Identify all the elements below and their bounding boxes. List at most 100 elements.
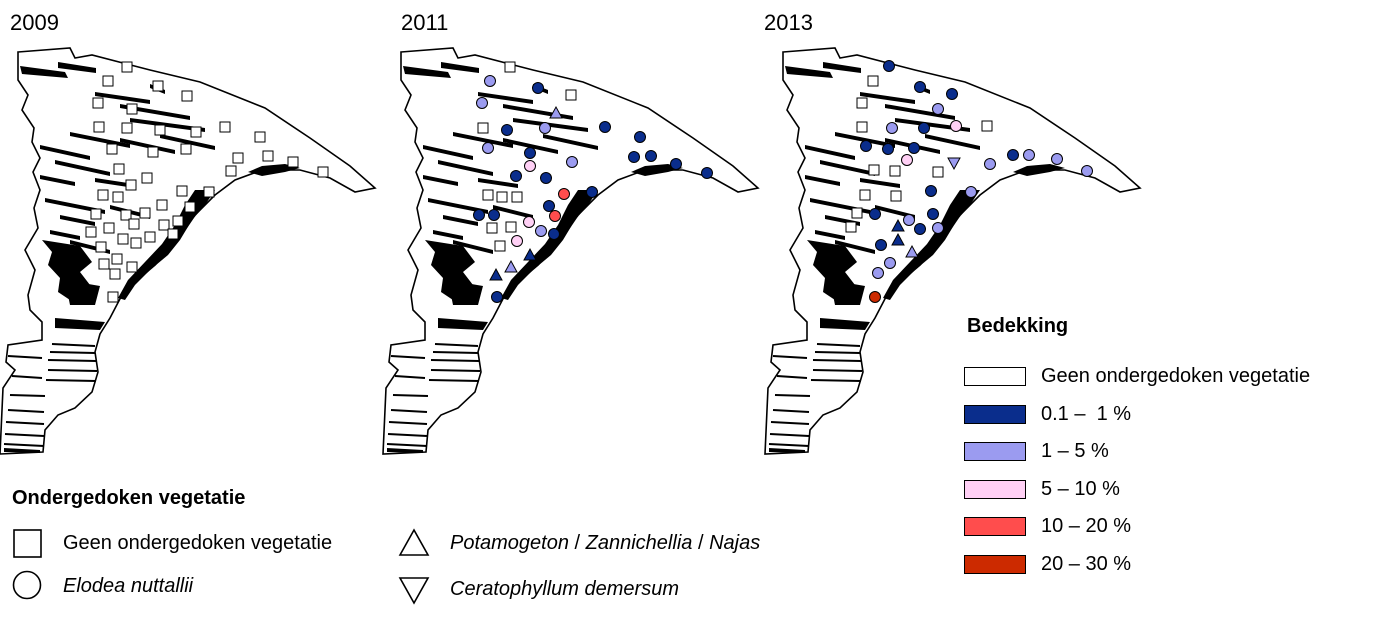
sampling-point: [950, 120, 962, 132]
sampling-point: [856, 121, 868, 133]
sampling-point: [95, 241, 107, 253]
sampling-point: [523, 247, 537, 261]
sampling-point: [670, 158, 682, 170]
cover-label: 20 – 30 %: [1041, 552, 1132, 575]
sampling-point: [524, 160, 536, 172]
sampling-point: [868, 164, 880, 176]
sampling-point: [107, 291, 119, 303]
legend-ceratophyllum-label: Ceratophyllum demersum: [450, 578, 679, 600]
sampling-point: [628, 151, 640, 163]
sampling-point: [225, 165, 237, 177]
cover-label: 10 – 20 %: [1041, 515, 1132, 537]
sampling-point: [932, 103, 944, 115]
sampling-point: [869, 291, 881, 303]
sampling-point: [152, 80, 164, 92]
sampling-point: [120, 209, 132, 221]
sampling-point: [90, 208, 102, 220]
sampling-point: [172, 215, 184, 227]
triangle-down-icon: [398, 577, 430, 605]
sampling-point: [549, 210, 561, 222]
cover-legend-title: Bedekking: [967, 315, 1069, 337]
square-icon: [13, 529, 42, 558]
circle-icon: [12, 570, 42, 600]
sampling-point: [634, 131, 646, 143]
sampling-point: [102, 75, 114, 87]
sampling-point: [890, 190, 902, 202]
sampling-point: [891, 232, 905, 246]
sampling-point: [1051, 153, 1063, 165]
cover-swatch: [964, 367, 1026, 386]
sampling-point: [262, 150, 274, 162]
cover-swatch: [964, 479, 1026, 499]
sampling-point: [558, 188, 570, 200]
sampling-point: [875, 239, 887, 251]
sampling-point: [539, 122, 551, 134]
sampling-point: [125, 179, 137, 191]
sampling-point: [965, 186, 977, 198]
sampling-point: [511, 191, 523, 203]
sampling-point: [946, 88, 958, 100]
cover-legend-row: Geen ondergedoken vegetatie: [964, 365, 1310, 388]
sampling-point: [141, 172, 153, 184]
sampling-point: [932, 166, 944, 178]
sampling-point: [85, 226, 97, 238]
sampling-point: [535, 225, 547, 237]
sampling-point: [176, 185, 188, 197]
sampling-point: [219, 121, 231, 133]
sampling-point: [106, 143, 118, 155]
sampling-point: [130, 237, 142, 249]
sampling-point: [504, 61, 516, 73]
year-label-2011: 2011: [401, 10, 449, 35]
sampling-point: [908, 142, 920, 154]
legend-sep-1: /: [568, 532, 586, 554]
sampling-point: [121, 61, 133, 73]
sampling-point: [927, 208, 939, 220]
sampling-point: [869, 208, 881, 220]
legend-elodea-label: Elodea nuttallii: [63, 575, 194, 597]
sampling-point: [494, 240, 506, 252]
cover-label: 1 – 5 %: [1041, 440, 1109, 462]
sampling-point: [586, 186, 598, 198]
legend-ceratophyllum: Ceratophyllum demersum: [450, 578, 679, 601]
legend-zannichellia-label: Zannichellia: [585, 532, 693, 554]
sampling-point: [180, 143, 192, 155]
markers-2013: [845, 60, 1093, 303]
sampling-point: [851, 207, 863, 219]
sampling-point: [981, 120, 993, 132]
sampling-point: [112, 191, 124, 203]
sampling-point: [117, 233, 129, 245]
sampling-point: [947, 157, 961, 171]
sampling-point: [482, 142, 494, 154]
sampling-point: [510, 170, 522, 182]
sampling-point: [566, 156, 578, 168]
sampling-point: [477, 122, 489, 134]
sampling-point: [918, 122, 930, 134]
sampling-point: [891, 218, 905, 232]
sampling-point: [860, 140, 872, 152]
sampling-point: [549, 105, 563, 119]
sampling-point: [139, 207, 151, 219]
sampling-point: [167, 228, 179, 240]
sampling-point: [543, 200, 555, 212]
sampling-point: [488, 209, 500, 221]
sampling-point: [489, 267, 503, 281]
cover-legend-row: 1 – 5 %: [964, 440, 1109, 463]
sampling-point: [914, 223, 926, 235]
sampling-point: [925, 185, 937, 197]
sampling-point: [524, 147, 536, 159]
sampling-point: [473, 209, 485, 221]
sampling-point: [147, 146, 159, 158]
sampling-point: [856, 97, 868, 109]
markers-2011: [473, 61, 713, 303]
sampling-point: [505, 221, 517, 233]
cover-legend-row: 0.1 – 1 %: [964, 403, 1131, 426]
sampling-point: [882, 143, 894, 155]
legend-elodea: Elodea nuttallii: [63, 575, 193, 598]
sampling-point: [701, 167, 713, 179]
sampling-point: [98, 258, 110, 270]
sampling-point: [532, 82, 544, 94]
sampling-point: [491, 291, 503, 303]
cover-swatch: [964, 404, 1026, 424]
cover-swatch: [964, 517, 1026, 536]
